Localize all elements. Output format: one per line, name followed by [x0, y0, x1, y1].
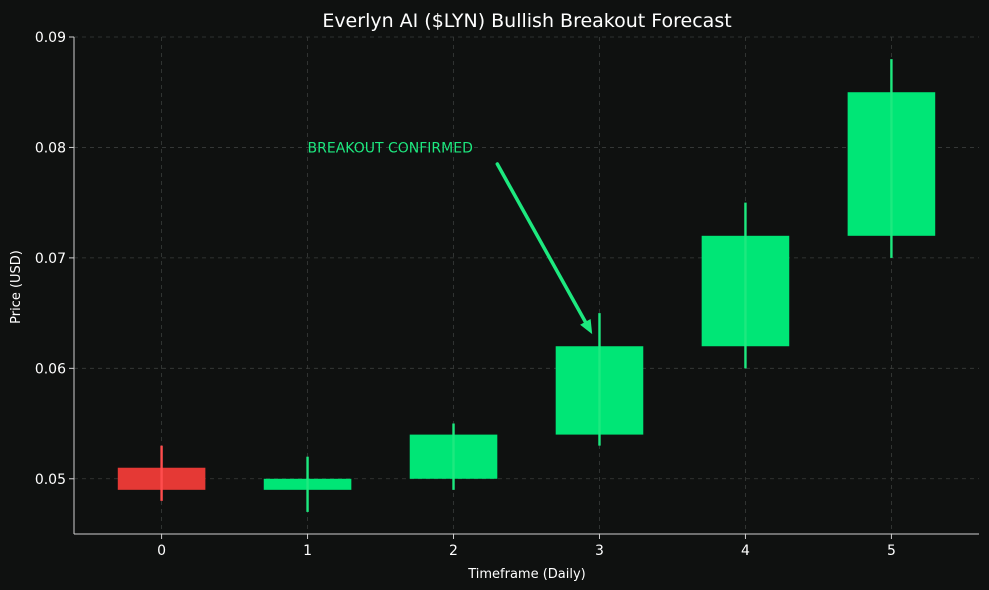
x-tick-label: 2: [449, 543, 458, 559]
annotation-arrow-shaft: [495, 162, 588, 324]
x-axis-label: Timeframe (Daily): [467, 567, 586, 582]
annotation-layer: BREAKOUT CONFIRMED: [308, 140, 593, 335]
annotation-arrow-head: [580, 318, 593, 335]
y-tick-label: 0.07: [35, 251, 66, 267]
x-tick-label: 4: [741, 543, 750, 559]
y-tick-label: 0.06: [35, 361, 66, 377]
y-tick-label: 0.08: [35, 140, 66, 156]
x-tick-label: 1: [303, 543, 312, 559]
axes-layer: 0 1 2 3 4 5 0.05 0.06 0.07 0.08 0.09: [35, 30, 979, 559]
x-tick-label: 0: [157, 543, 166, 559]
y-axis-label: Price (USD): [9, 250, 24, 324]
y-tick-label: 0.05: [35, 472, 66, 488]
y-tick-label: 0.09: [35, 30, 66, 46]
x-tick-label: 3: [595, 543, 604, 559]
annotation-label: BREAKOUT CONFIRMED: [308, 140, 473, 156]
candle-layer: [117, 59, 936, 512]
x-tick-label: 5: [887, 543, 896, 559]
chart-title: Everlyn AI ($LYN) Bullish Breakout Forec…: [322, 10, 731, 32]
